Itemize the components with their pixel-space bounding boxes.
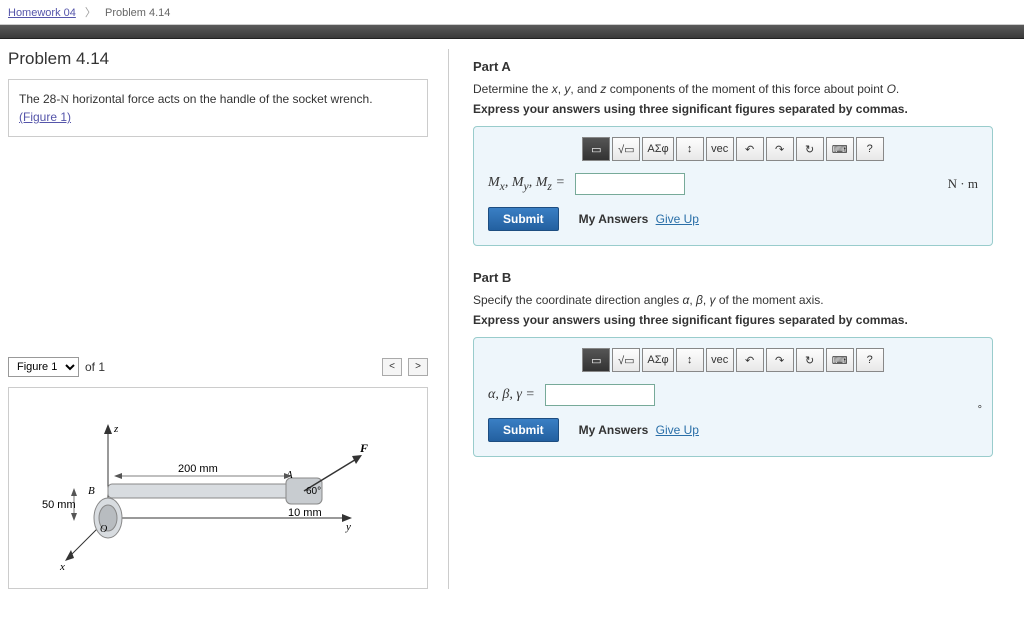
template-icon[interactable]: ▭ [582,348,610,372]
part-b-answer-box: ▭ √▭ ΑΣφ ↕ vec ↶ ↷ ↻ ⌨ ? ° α, β, γ = [473,337,993,457]
figure-link[interactable]: (Figure 1) [19,110,71,124]
svg-text:200 mm: 200 mm [178,463,218,475]
part-a-instruction: Express your answers using three signifi… [473,102,1016,116]
part-a-answer-box: ▭ √▭ ΑΣφ ↕ vec ↶ ↷ ↻ ⌨ ? Mx, My, Mz = N … [473,126,993,246]
figure-prev-button[interactable]: < [382,358,402,376]
svg-text:B: B [88,485,95,497]
left-column: Problem 4.14 The 28-N horizontal force a… [8,49,428,589]
reset-icon[interactable]: ↻ [796,137,824,161]
part-b-myanswers: My Answers Give Up [579,423,699,437]
problem-statement-box: The 28-N horizontal force acts on the ha… [8,79,428,137]
undo-icon[interactable]: ↶ [736,137,764,161]
sqrt-icon[interactable]: √▭ [612,137,640,161]
svg-text:O: O [100,524,107,535]
problem-title: Problem 4.14 [8,49,428,69]
part-a-actions: Submit My Answers Give Up [488,207,978,231]
undo-icon[interactable]: ↶ [736,348,764,372]
part-a-input-row: Mx, My, Mz = N · m [488,173,978,195]
my-answers-label[interactable]: My Answers [579,212,649,226]
part-a-unit: N · m [948,176,978,192]
breadcrumb-home-link[interactable]: Homework 04 [8,7,76,19]
keyboard-icon[interactable]: ⌨ [826,137,854,161]
part-b-var-label: α, β, γ = [488,387,535,403]
part-a-block: Part A Determine the x, y, and z compone… [469,59,1016,246]
part-b-prompt: Specify the coordinate direction angles … [473,293,1016,307]
svg-text:10 mm: 10 mm [288,507,322,519]
redo-icon[interactable]: ↷ [766,137,794,161]
part-a-title: Part A [473,59,1016,74]
part-b-toolbar: ▭ √▭ ΑΣφ ↕ vec ↶ ↷ ↻ ⌨ ? [488,348,978,372]
svg-text:y: y [345,521,351,533]
give-up-link[interactable]: Give Up [656,212,699,226]
part-a-myanswers: My Answers Give Up [579,212,699,226]
part-a-toolbar: ▭ √▭ ΑΣφ ↕ vec ↶ ↷ ↻ ⌨ ? [488,137,978,161]
main-content: Problem 4.14 The 28-N horizontal force a… [0,39,1024,599]
figure-nav-bar: Figure 1 of 1 < > [8,357,428,377]
updown-icon[interactable]: ↕ [676,137,704,161]
sqrt-icon[interactable]: √▭ [612,348,640,372]
greek-icon[interactable]: ΑΣφ [642,348,673,372]
give-up-link[interactable]: Give Up [656,423,699,437]
breadcrumb: Homework 04 〉 Problem 4.14 [0,0,1024,25]
keyboard-icon[interactable]: ⌨ [826,348,854,372]
part-b-actions: Submit My Answers Give Up [488,418,978,442]
figure-next-button[interactable]: > [408,358,428,376]
part-b-title: Part B [473,270,1016,285]
updown-icon[interactable]: ↕ [676,348,704,372]
redo-icon[interactable]: ↷ [766,348,794,372]
svg-text:x: x [59,561,65,573]
figure-count-label: of 1 [85,360,105,374]
part-b-answer-input[interactable] [545,384,655,406]
figure-select[interactable]: Figure 1 [8,357,79,377]
part-a-prompt: Determine the x, y, and z components of … [473,82,1016,96]
help-icon[interactable]: ? [856,137,884,161]
svg-text:50 mm: 50 mm [42,499,76,511]
greek-icon[interactable]: ΑΣφ [642,137,673,161]
part-b-block: Part B Specify the coordinate direction … [469,270,1016,457]
problem-text-suffix: horizontal force acts on the handle of t… [69,92,373,106]
wrench-figure-svg: z x y B A O F 200 mm [38,398,398,578]
part-a-answer-input[interactable] [575,173,685,195]
part-a-var-label: Mx, My, Mz = [488,175,565,193]
svg-text:z: z [113,423,119,435]
right-column: Part A Determine the x, y, and z compone… [448,49,1016,589]
figure-area: z x y B A O F 200 mm [8,387,428,589]
vec-button[interactable]: vec [706,348,734,372]
breadcrumb-current: Problem 4.14 [105,7,170,19]
my-answers-label[interactable]: My Answers [579,423,649,437]
header-divider-bar [0,25,1024,39]
part-b-input-row: α, β, γ = [488,384,978,406]
degree-mark: ° [978,404,982,416]
part-b-instruction: Express your answers using three signifi… [473,313,1016,327]
svg-text:F: F [359,441,368,455]
template-icon[interactable]: ▭ [582,137,610,161]
vec-button[interactable]: vec [706,137,734,161]
problem-text-prefix: The 28- [19,92,60,106]
force-unit: N [60,92,69,106]
svg-text:60°: 60° [306,486,321,497]
part-b-submit-button[interactable]: Submit [488,418,559,442]
reset-icon[interactable]: ↻ [796,348,824,372]
help-icon[interactable]: ? [856,348,884,372]
breadcrumb-separator: 〉 [85,7,96,19]
part-a-submit-button[interactable]: Submit [488,207,559,231]
